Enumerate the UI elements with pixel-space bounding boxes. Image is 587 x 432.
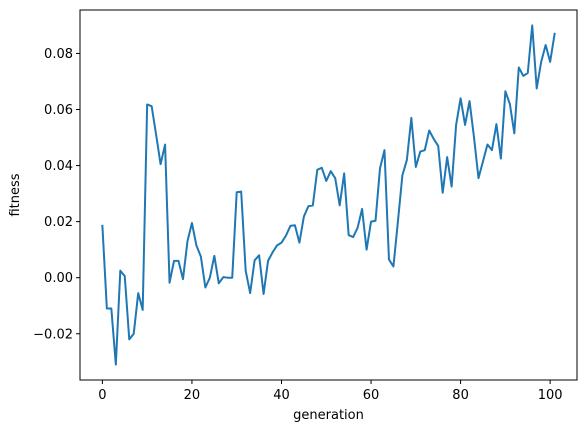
y-tick-label: 0.04 [44, 159, 73, 174]
x-axis: 0 20 40 60 80 100 [98, 380, 563, 403]
y-tick-label: 0.08 [44, 47, 73, 62]
y-tick-label: 0.06 [44, 103, 73, 118]
y-axis: −0.02 0.00 0.02 0.04 0.06 0.08 [33, 47, 80, 342]
y-tick-label: 0.00 [44, 271, 73, 286]
x-axis-label: generation [293, 408, 364, 423]
plot-area [79, 9, 578, 381]
x-tick-label: 20 [184, 388, 201, 403]
series-line-0 [101, 24, 556, 366]
y-axis-label: fitness [8, 173, 23, 216]
x-tick-label: 80 [452, 388, 469, 403]
y-tick-label: 0.02 [44, 215, 73, 230]
y-tick-label: −0.02 [33, 327, 73, 342]
x-tick-label: 60 [363, 388, 380, 403]
x-tick-label: 0 [98, 388, 106, 403]
x-tick-label: 100 [538, 388, 563, 403]
x-tick-label: 40 [273, 388, 290, 403]
axes-frame [79, 9, 578, 381]
